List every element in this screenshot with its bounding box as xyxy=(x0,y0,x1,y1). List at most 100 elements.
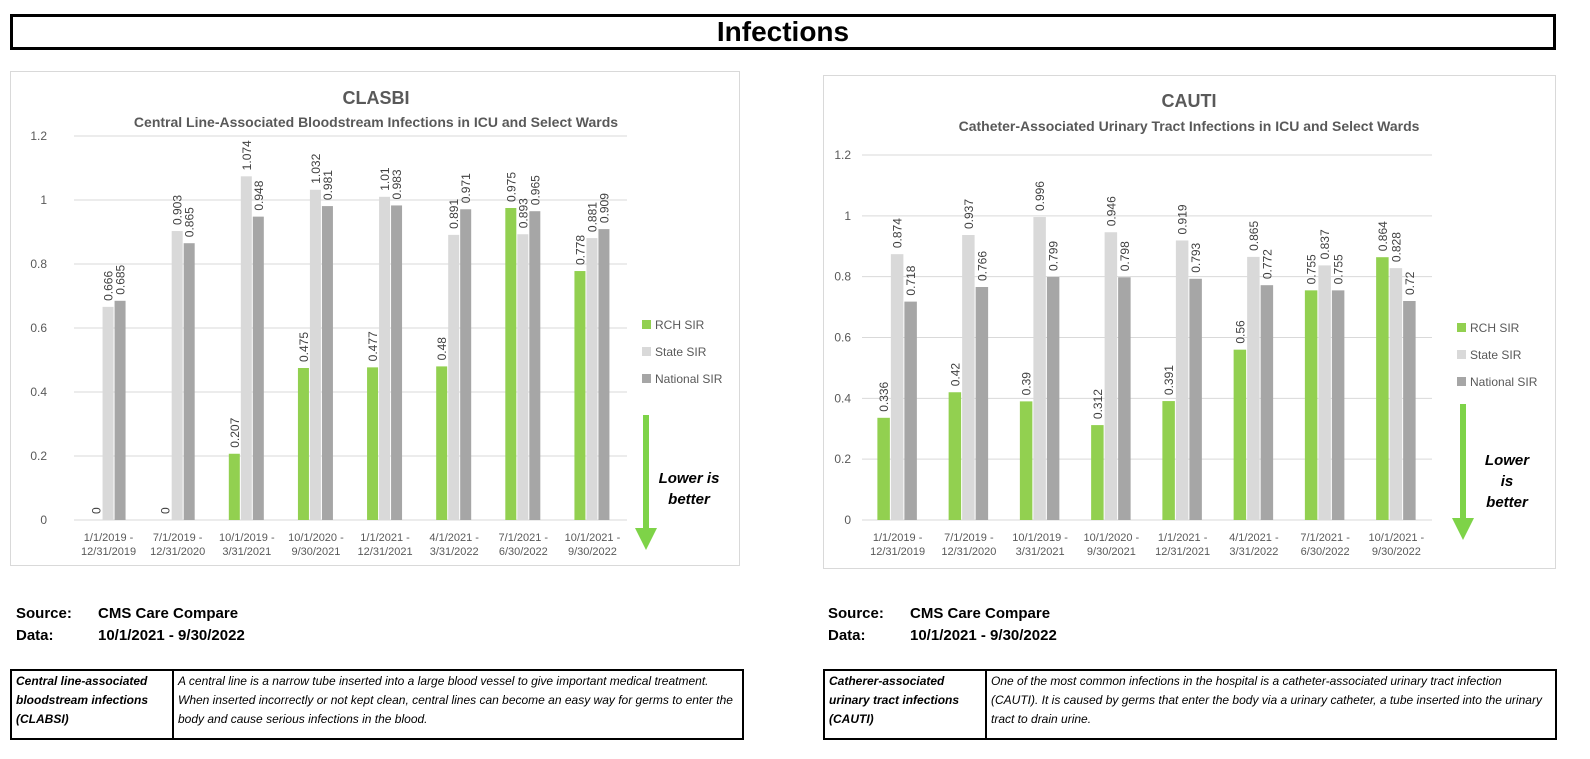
x-tick-label: 7/1/2021 - xyxy=(499,532,549,544)
data-label: 0.971 xyxy=(459,173,473,203)
data-label: Data: xyxy=(828,627,866,644)
data-label: 0.828 xyxy=(1389,232,1403,262)
y-tick-label: 0 xyxy=(844,513,851,527)
bar-state-sir xyxy=(1104,232,1118,520)
data-label: 1.01 xyxy=(378,167,392,191)
bar-state-sir xyxy=(586,238,598,520)
y-tick-label: 1.2 xyxy=(834,148,851,162)
y-tick-label: 0 xyxy=(40,513,47,527)
bar-national-sir xyxy=(252,216,264,520)
lower-is-better-note: better xyxy=(668,491,711,508)
cauti-chart: CAUTI Catheter-Associated Urinary Tract I… xyxy=(834,91,1538,558)
x-tick-label: 10/1/2020 - xyxy=(1084,532,1140,544)
bar-national-sir xyxy=(1331,290,1345,520)
data-label: 0.893 xyxy=(516,198,530,228)
bar-state-sir xyxy=(448,234,460,520)
clabsi-chart-panel: CLASBI Central Line-Associated Bloodstrea… xyxy=(10,71,740,566)
lower-is-better-note: Lower xyxy=(1485,452,1530,469)
data-label: 0.981 xyxy=(321,170,335,200)
down-arrow-head-icon xyxy=(1452,518,1474,540)
bar-state-sir xyxy=(102,306,114,520)
lower-is-better-note: better xyxy=(1486,494,1529,511)
x-tick-label: 10/1/2021 - xyxy=(1369,532,1425,544)
bar-rch-sir xyxy=(1091,425,1104,520)
data-label: 0.948 xyxy=(252,180,266,210)
data-label: 0.718 xyxy=(904,265,918,295)
data-label: 0.72 xyxy=(1403,271,1417,295)
chart-subtitle: Catheter-Associated Urinary Tract Infect… xyxy=(959,118,1420,134)
legend-label: RCH SIR xyxy=(1470,321,1520,335)
y-tick-label: 0.6 xyxy=(834,331,851,345)
data-label: 0 xyxy=(90,507,104,514)
bar-state-sir xyxy=(1318,265,1331,520)
bar-rch-sir xyxy=(1376,257,1389,520)
legend-label: State SIR xyxy=(1470,348,1522,362)
legend-label: National SIR xyxy=(1470,375,1538,389)
data-label: 0.685 xyxy=(114,264,128,294)
clabsi-definition-box: Central line-associated bloodstream infe… xyxy=(10,669,744,740)
bar-rch-sir xyxy=(436,366,448,520)
lower-is-better-note: Lower is xyxy=(659,470,720,487)
data-label: 0.793 xyxy=(1189,242,1203,272)
data-label: 0.778 xyxy=(573,235,587,265)
page-title: Infections xyxy=(10,14,1556,50)
x-tick-label: 12/31/2019 xyxy=(81,546,136,558)
x-tick-label: 3/31/2021 xyxy=(222,546,271,558)
data-label: 0.56 xyxy=(1233,320,1247,344)
x-tick-label: 12/31/2021 xyxy=(1155,546,1210,558)
data-label: 0.865 xyxy=(183,207,197,237)
clabsi-chart: CLASBI Central Line-Associated Bloodstrea… xyxy=(30,88,722,558)
data-label: 0 xyxy=(159,507,173,514)
data-label: 0.755 xyxy=(1332,254,1346,284)
y-tick-label: 0.4 xyxy=(30,385,47,399)
down-arrow-icon xyxy=(1460,404,1466,520)
data-label: 0.475 xyxy=(297,332,311,362)
y-tick-label: 0.2 xyxy=(30,449,47,463)
chart-title: CAUTI xyxy=(1162,91,1217,111)
bar-national-sir xyxy=(391,205,403,520)
data-label: 0.996 xyxy=(1033,181,1047,211)
x-tick-label: 10/1/2020 - xyxy=(288,532,344,544)
bar-rch-sir xyxy=(1162,401,1175,520)
bar-rch-sir xyxy=(1233,349,1247,520)
y-tick-label: 0.6 xyxy=(30,321,47,335)
y-tick-label: 0.4 xyxy=(834,391,851,405)
bar-national-sir xyxy=(1403,301,1416,520)
data-label: 0.477 xyxy=(366,331,380,361)
source-info-right: Source: CMS Care Compare Data: 10/1/2021 -… xyxy=(828,603,1057,647)
chart-subtitle: Central Line-Associated Bloodstream Infe… xyxy=(134,114,618,130)
x-tick-label: 3/31/2022 xyxy=(1229,546,1278,558)
down-arrow-icon xyxy=(643,415,649,530)
data-label: 0.919 xyxy=(1176,204,1190,234)
data-label: 0.799 xyxy=(1047,241,1061,271)
legend-swatch xyxy=(1457,323,1466,332)
x-tick-label: 10/1/2019 - xyxy=(1012,532,1068,544)
bar-rch-sir xyxy=(948,392,962,520)
x-tick-label: 4/1/2021 - xyxy=(429,532,479,544)
x-tick-label: 1/1/2021 - xyxy=(360,532,410,544)
bar-national-sir xyxy=(1260,285,1274,520)
x-tick-label: 9/30/2021 xyxy=(1087,546,1136,558)
bar-rch-sir xyxy=(1304,290,1318,520)
data-label: 0.798 xyxy=(1118,241,1132,271)
data-label: 0.909 xyxy=(597,193,611,223)
data-label: 0.903 xyxy=(171,195,185,225)
data-label: 0.755 xyxy=(1305,254,1319,284)
x-tick-label: 10/1/2019 - xyxy=(219,532,275,544)
y-tick-label: 0.2 xyxy=(834,452,851,466)
bar-national-sir xyxy=(460,209,472,520)
bar-rch-sir xyxy=(877,417,890,520)
bar-national-sir xyxy=(975,287,989,520)
data-value: 10/1/2021 - 9/30/2022 xyxy=(910,627,1057,644)
y-tick-label: 1.2 xyxy=(30,129,47,143)
x-tick-label: 6/30/2022 xyxy=(499,546,548,558)
definition-term: Catherer-associated urinary tract infect… xyxy=(825,671,987,738)
legend-swatch xyxy=(1457,377,1466,386)
data-label: 0.891 xyxy=(447,199,461,229)
legend-swatch xyxy=(1457,350,1466,359)
bar-state-sir xyxy=(1247,256,1260,520)
data-label: 0.965 xyxy=(528,175,542,205)
data-label: 0.766 xyxy=(975,251,989,281)
definition-text: A central line is a narrow tube inserted… xyxy=(178,674,733,726)
down-arrow-head-icon xyxy=(635,528,657,550)
